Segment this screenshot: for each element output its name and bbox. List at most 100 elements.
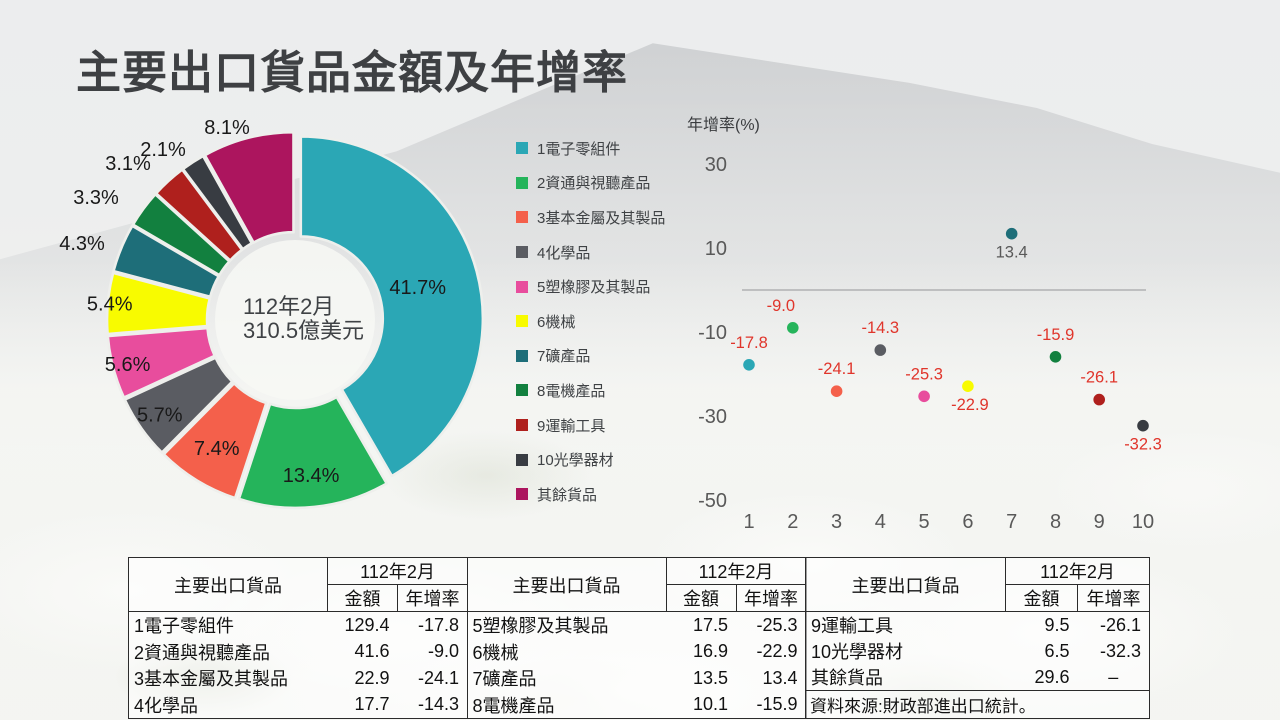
- product-name-cell: 2資通與視聽產品: [134, 642, 271, 663]
- scatter-point: [787, 322, 799, 334]
- donut-slice-label: 5.4%: [87, 293, 133, 315]
- y-tick-label: -10: [698, 322, 727, 344]
- table-row: 資料來源:財政部進出口統計。: [805, 690, 1150, 719]
- donut-slice-label: 3.1%: [105, 153, 151, 175]
- scatter-value-label: -24.1: [818, 360, 856, 378]
- table-header-growth: 年增率: [735, 584, 807, 612]
- product-name-cell: 6機械: [472, 642, 519, 663]
- legend-swatch-icon: [516, 142, 528, 155]
- legend-swatch-icon: [516, 246, 528, 259]
- legend-item-label: 7礦產品: [537, 348, 591, 366]
- amount-cell: 13.5: [692, 667, 728, 688]
- scatter-point: [1005, 227, 1018, 240]
- legend-swatch-icon: [516, 453, 528, 466]
- x-tick-label: 8: [1050, 511, 1061, 533]
- product-name-cell: 8電機產品: [472, 695, 555, 716]
- donut-slice-label: 41.7%: [389, 277, 446, 299]
- x-tick-label: 1: [743, 511, 754, 533]
- donut-slice: [299, 135, 485, 478]
- amount-cell: 17.7: [354, 694, 390, 715]
- donut-slice-label: 5.7%: [137, 405, 183, 427]
- y-tick-label: 10: [705, 238, 727, 260]
- amount-cell: 9.5: [1044, 614, 1070, 635]
- table-header-amount: 金額: [665, 584, 737, 612]
- table-header-growth: 年增率: [1077, 584, 1150, 612]
- legend-item: 9運輸工具: [516, 408, 665, 443]
- scatter-point: [1093, 393, 1105, 406]
- legend-item-label: 1電子零組件: [537, 140, 621, 158]
- scatter-value-label: -9.0: [767, 297, 795, 315]
- amount-cell: 17.5: [692, 614, 728, 635]
- export-table-1: 主要出口貨品 112年2月 金額 年增率 1電子零組件 129.4 -17.8 2資通與視聽產…: [128, 557, 468, 719]
- growth-cell: -22.9: [756, 641, 798, 662]
- scatter-point: [743, 359, 755, 371]
- table-row: 5塑橡膠及其製品 17.5 -25.3: [467, 612, 806, 639]
- table-row: 9運輸工具 9.5 -26.1: [806, 612, 1150, 639]
- x-tick-label: 3: [831, 511, 842, 533]
- product-name-cell: 3基本金屬及其製品: [134, 669, 289, 690]
- scatter-point: [918, 390, 930, 403]
- donut-chart: 41.7% 13.4% 7.4% 5.7% 5.6% 5.4% 4.3% 3.3% 3.1%2.…: [59, 117, 485, 510]
- growth-cell: -24.1: [417, 667, 459, 688]
- product-name-cell: 9運輸工具: [811, 616, 894, 636]
- donut-slice: [181, 154, 254, 251]
- donut-slice-label: 3.3%: [73, 187, 119, 209]
- slide-title: 主要出口貨品金額及年增率: [76, 47, 629, 98]
- donut-slice: [162, 382, 268, 500]
- table-header-product: 主要出口貨品: [128, 557, 328, 612]
- scatter-value-label: -17.8: [730, 334, 768, 352]
- legend-item: 8電機產品: [516, 373, 665, 408]
- scatter-point: [1137, 419, 1149, 432]
- legend-swatch-icon: [516, 384, 528, 397]
- amount-cell: 41.6: [354, 641, 390, 662]
- donut-slice-label: 4.3%: [59, 233, 105, 255]
- table-row: 8電機產品 10.1 -15.9: [467, 691, 806, 718]
- x-tick-label: 9: [1094, 511, 1105, 533]
- amount-cell: 16.9: [692, 641, 728, 662]
- export-table-2: 主要出口貨品 112年2月 金額 年增率 5塑橡膠及其製品 17.5 -25.3 6機械 16.…: [466, 557, 807, 719]
- table-row: 3基本金屬及其製品 22.9 -24.1: [129, 665, 468, 691]
- growth-cell: -9.0: [427, 641, 459, 662]
- donut-slice: [203, 130, 295, 244]
- donut-slice-label: 5.6%: [105, 354, 151, 376]
- legend-item: 1電子零組件: [516, 131, 665, 166]
- product-name-cell: 5塑橡膠及其製品: [472, 616, 609, 637]
- table-header-amount: 金額: [327, 584, 398, 612]
- legend-swatch-icon: [516, 315, 528, 328]
- table-header-period: 112年2月: [327, 557, 468, 585]
- table-row: 2資通與視聽產品 41.6 -9.0: [129, 639, 468, 665]
- table-header-product: 主要出口貨品: [805, 557, 1006, 612]
- donut-slice: [106, 326, 216, 399]
- x-tick-label: 10: [1132, 511, 1154, 533]
- legend-item-label: 5塑橡膠及其製品: [537, 279, 651, 297]
- scatter-value-label: -25.3: [905, 365, 943, 383]
- y-tick-label: -30: [698, 406, 727, 428]
- legend-item-label: 8電機產品: [537, 382, 606, 400]
- donut-slice-label: 7.4%: [194, 438, 240, 460]
- scatter-point: [1049, 351, 1062, 363]
- product-name-cell: 7礦產品: [472, 669, 537, 690]
- growth-cell: -15.9: [756, 694, 798, 715]
- x-tick-label: 4: [875, 511, 886, 533]
- x-tick-label: 5: [919, 511, 930, 533]
- donut-slice: [105, 271, 212, 336]
- legend-item-label: 2資通與視聽產品: [537, 175, 651, 193]
- legend-item: 4化學品: [516, 235, 665, 270]
- legend-item: 10光學器材: [516, 442, 665, 477]
- scatter-axis-title: 年增率(%): [687, 117, 760, 134]
- table-row: 其餘貨品 29.6 –: [806, 664, 1150, 691]
- amount-cell: 6.5: [1044, 640, 1070, 661]
- source-note: 資料來源:財政部進出口統計。: [805, 690, 1150, 719]
- table-row: 4化學品 17.7 -14.3: [129, 691, 468, 718]
- legend-item-label: 其餘貨品: [537, 486, 598, 504]
- legend-item-label: 6機械: [537, 313, 576, 331]
- legend-item: 7礦產品: [516, 339, 665, 374]
- product-name-cell: 10光學器材: [811, 642, 904, 662]
- y-tick-label: -50: [698, 490, 727, 512]
- table-row: 6機械 16.9 -22.9: [467, 639, 806, 665]
- legend-swatch-icon: [516, 349, 528, 362]
- legend-swatch-icon: [516, 419, 528, 432]
- product-name-cell: 其餘貨品: [811, 668, 883, 688]
